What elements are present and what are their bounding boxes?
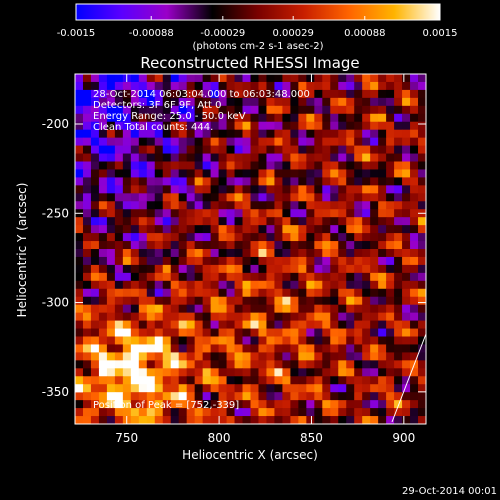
peak-position-label: Position of Peak = [752,-339]: [93, 400, 239, 411]
annotation-line: 28-Oct-2014 06:03:04.000 to 06:03:48.000: [93, 89, 310, 100]
annotation-line: Energy Range: 25.0 - 50.0 keV: [93, 111, 246, 122]
x-axis-label: Heliocentric X (arcsec): [182, 448, 318, 462]
chart-title: Reconstructed RHESSI Image: [140, 54, 359, 72]
annotation-line: Clean Total counts: 444.: [93, 122, 213, 133]
x-tick-label: 800: [208, 431, 231, 445]
x-tick-label: 900: [392, 431, 415, 445]
x-tick-label: 850: [300, 431, 323, 445]
colorbar: -0.0015 -0.00088 -0.00029 0.00029 0.00088 0.0…: [57, 3, 458, 39]
colorbar-tick-label: 0.00088: [344, 28, 385, 39]
y-tick-label: -250: [42, 206, 69, 220]
colorbar-tick-label: -0.0015: [57, 28, 96, 39]
y-axis-label: Heliocentric Y (arcsec): [15, 183, 29, 318]
annotation-line: Detectors: 3F 6F 9F, Att 0: [93, 100, 221, 111]
y-tick-label: -200: [42, 117, 69, 131]
annotation-block: 28-Oct-2014 06:03:04.000 to 06:03:48.000…: [93, 89, 310, 133]
footer-date: 29-Oct-2014 00:01: [402, 486, 497, 497]
colorbar-units-label: (photons cm-2 s-1 asec-2): [192, 41, 323, 52]
colorbar-tick-label: 0.00029: [273, 28, 314, 39]
colorbar-tick-label: -0.00088: [129, 28, 174, 39]
axes: 750 800 850 900 -200 -250 -300 -350: [42, 74, 426, 445]
colorbar-tick-label: 0.0015: [423, 28, 458, 39]
limb-line: [391, 333, 427, 423]
y-tick-label: -350: [42, 385, 69, 399]
x-tick-label: 750: [115, 431, 138, 445]
colorbar-gradient: [75, 3, 441, 21]
colorbar-tick-label: -0.00029: [200, 28, 245, 39]
y-tick-label: -300: [42, 296, 69, 310]
heatmap-image: [75, 74, 427, 425]
plot-frame: [74, 73, 427, 425]
